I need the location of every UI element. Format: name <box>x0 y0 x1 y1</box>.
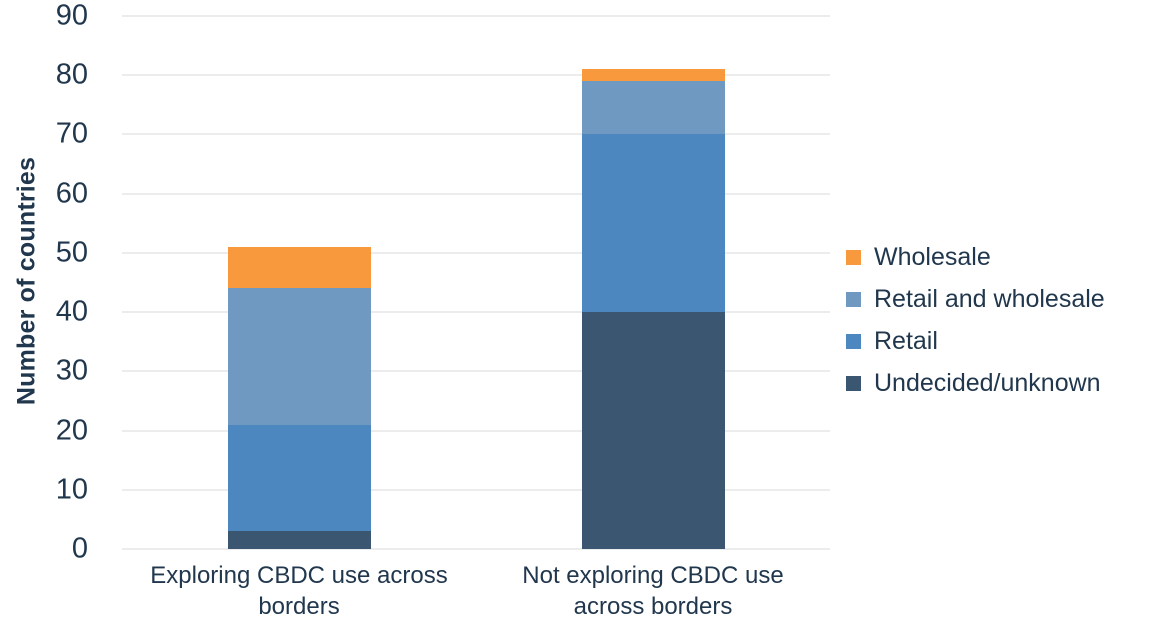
x-category-label: Exploring CBDC use across borders <box>150 562 448 621</box>
y-tick-label: 80 <box>55 58 88 91</box>
legend-swatch-icon <box>846 249 861 265</box>
y-tick-label: 0 <box>71 532 88 565</box>
bar-segment-retail-and-wholesale <box>227 288 371 425</box>
legend-label: Undecided/unknown <box>874 368 1101 397</box>
bar-segment-retail <box>227 424 371 532</box>
y-axis-title: Number of countries <box>12 156 41 406</box>
gridline <box>122 133 830 136</box>
legend: Wholesale Retail and wholesale Retail Undec… <box>846 242 1105 398</box>
legend-item-retail: Retail <box>846 326 1105 356</box>
gridline <box>122 15 830 17</box>
gridline <box>122 192 830 195</box>
legend-item-retail-and-wholesale: Retail and wholesale <box>846 284 1105 314</box>
gridline <box>122 370 830 373</box>
y-tick-label: 40 <box>55 295 88 328</box>
y-tick-label: 30 <box>55 354 88 387</box>
bar-segment-retail <box>581 134 725 313</box>
gridline <box>122 251 830 254</box>
legend-label: Retail and wholesale <box>874 284 1105 313</box>
gridline <box>122 429 830 432</box>
y-tick-label: 70 <box>55 117 88 150</box>
legend-swatch-icon <box>846 375 861 391</box>
bar-segment-undecided-unknown <box>227 531 371 549</box>
legend-label: Wholesale <box>874 242 991 271</box>
x-category-label: Not exploring CBDC use across borders <box>522 562 784 621</box>
bar-segment-undecided-unknown <box>581 312 725 549</box>
bar-segment-retail-and-wholesale <box>581 81 725 135</box>
gridline <box>122 74 830 77</box>
bar-segment-wholesale <box>581 69 725 82</box>
y-tick-label: 20 <box>55 414 88 447</box>
x-category: Not exploring CBDC use across borders <box>476 560 830 622</box>
y-tick-label: 10 <box>55 473 88 506</box>
bar-segment-wholesale <box>227 246 371 289</box>
gridline <box>122 488 830 491</box>
gridline <box>122 548 830 550</box>
plot-area: 0 10 20 30 40 50 60 70 80 90 <box>56 1 830 563</box>
y-tick-label: 50 <box>55 236 88 269</box>
x-axis-labels: Exploring CBDC use across borders Not exp… <box>122 560 830 622</box>
legend-swatch-icon <box>846 291 861 307</box>
y-tick-label: 90 <box>55 0 88 32</box>
legend-item-wholesale: Wholesale <box>846 242 1105 272</box>
legend-label: Retail <box>874 326 938 355</box>
gridline <box>122 311 830 314</box>
x-category: Exploring CBDC use across borders <box>122 560 476 622</box>
bar-exploring-cbdc-use-across-borders <box>227 16 371 549</box>
bar-not-exploring-cbdc-use-across-borders <box>581 16 725 549</box>
y-tick-label: 60 <box>55 177 88 210</box>
legend-swatch-icon <box>846 333 861 349</box>
legend-item-undecided-unknown: Undecided/unknown <box>846 368 1105 398</box>
